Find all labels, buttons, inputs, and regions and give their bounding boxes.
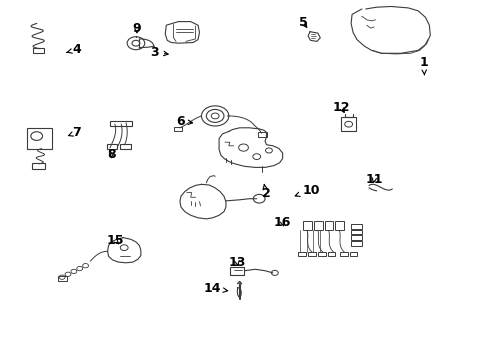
Bar [349,252,357,256]
Text: 12: 12 [332,101,349,114]
Text: 1: 1 [419,57,427,75]
Text: 2: 2 [261,184,270,200]
Bar [313,221,322,230]
Bar [307,252,315,256]
Text: 14: 14 [203,282,227,295]
Bar [110,121,132,126]
Text: 15: 15 [106,234,124,247]
Bar [324,221,333,230]
Bar [106,144,117,149]
Bar [350,224,361,229]
Bar [303,221,311,230]
Bar [58,276,67,281]
Text: 5: 5 [298,16,307,29]
Bar [317,252,325,256]
Bar [327,252,335,256]
Text: 8: 8 [107,148,116,161]
Bar [33,48,44,53]
Bar [32,163,45,169]
Bar [173,127,182,131]
Text: 6: 6 [176,115,192,128]
Text: 4: 4 [67,43,81,56]
Bar [350,241,361,246]
Bar [298,252,305,256]
Bar [258,132,266,137]
Bar [341,117,355,131]
Text: 9: 9 [132,22,141,35]
Bar [27,128,52,149]
Text: 11: 11 [365,173,382,186]
Text: 13: 13 [228,256,245,269]
Bar [350,230,361,234]
Text: 16: 16 [273,216,291,229]
Bar [120,144,130,149]
Bar [339,252,347,256]
Text: 10: 10 [295,184,319,197]
Bar [335,221,344,230]
Text: 7: 7 [68,126,81,139]
Bar [350,235,361,240]
Bar [229,267,244,275]
Text: 3: 3 [150,46,168,59]
